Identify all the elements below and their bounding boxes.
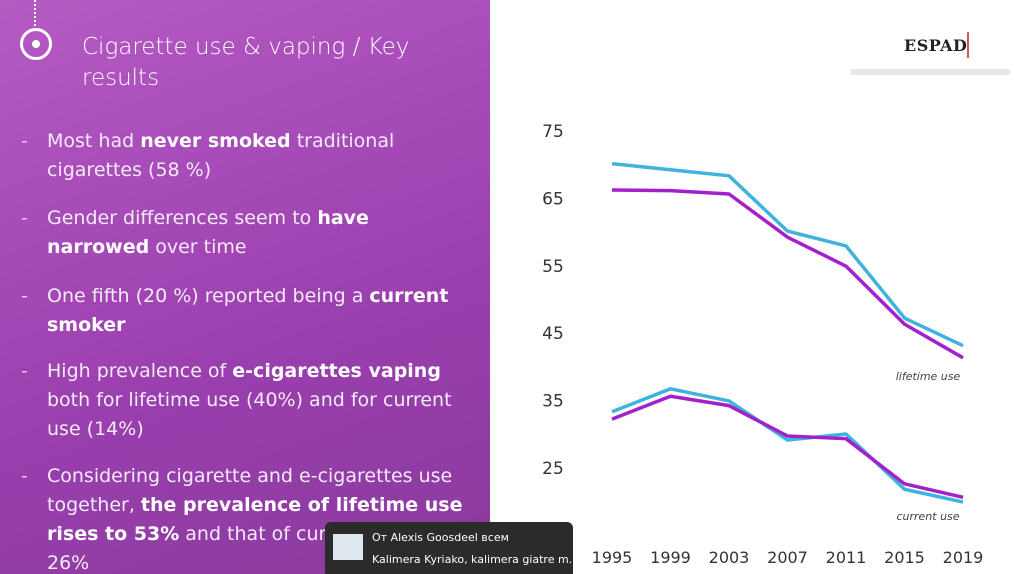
- chat-notification[interactable]: От Alexis Goosdeel всем Kalimera Kyriako…: [325, 522, 579, 574]
- slide-panel: Cigarette use & vaping / Key results Mos…: [0, 0, 490, 574]
- x-tick-label: 2003: [709, 548, 750, 567]
- notification-icon: [333, 534, 363, 560]
- series-line: [611, 387, 964, 504]
- bullet-bold-text: the prevalence of lifetime use rises to …: [47, 494, 463, 545]
- y-tick-label: 65: [542, 189, 564, 209]
- annotation: lifetime use: [896, 370, 961, 383]
- notification-sender: От Alexis Goosdeel всем: [372, 531, 509, 544]
- x-tick-label: 1999: [650, 548, 691, 567]
- bullet-text: One fifth (20 %) reported being a: [47, 285, 370, 307]
- bullet-text: Considering cigarette and e-cigarettes u…: [47, 465, 453, 516]
- y-tick-label: 35: [542, 392, 564, 412]
- y-tick-label: 55: [542, 257, 564, 277]
- annotation: current use: [896, 510, 959, 523]
- slide-title: Cigarette use & vaping / Key results: [82, 34, 410, 91]
- bullet: Gender differences seem to have narrowed…: [21, 204, 467, 262]
- bullet-bold-text: e-cigarettes vaping: [232, 360, 441, 382]
- logo: ESPAD: [904, 36, 968, 55]
- timeline-dots: [34, 0, 36, 26]
- series-line: [611, 394, 964, 500]
- bullet: One fifth (20 %) reported being a curren…: [21, 282, 467, 340]
- y-tick-label: 75: [542, 122, 564, 142]
- bullet-bold-text: never smoked: [140, 130, 291, 152]
- series-line: [611, 188, 964, 360]
- bullet-text: traditional cigarettes (58 %): [47, 130, 395, 181]
- y-tick-label: 25: [542, 459, 564, 479]
- bullet-bold-text: current smoker: [47, 285, 449, 336]
- bullet-text: Most had: [47, 130, 141, 152]
- x-tick-label: 2011: [826, 548, 867, 567]
- bullet-text: both for lifetime use (40%) and for curr…: [47, 389, 452, 440]
- bullet-bold-text: have narrowed: [47, 207, 369, 258]
- notification-message: Kalimera Kyriako, kalimera giatre m...: [372, 553, 580, 566]
- bullet: Most had never smoked traditional cigare…: [21, 127, 467, 185]
- x-tick-label: 2019: [943, 548, 984, 567]
- series-line: [611, 161, 964, 348]
- x-tick-label: 1995: [592, 548, 633, 567]
- bullet-text: High prevalence of: [47, 360, 233, 382]
- bullet: High prevalence of e-cigarettes vaping b…: [21, 357, 467, 444]
- bullet-text: over time: [149, 236, 247, 258]
- x-tick-label: 2015: [884, 548, 925, 567]
- y-tick-label: 45: [542, 324, 564, 344]
- x-tick-label: 2007: [767, 548, 808, 567]
- timeline-marker: [20, 28, 52, 60]
- bullet-text: Gender differences seem to: [47, 207, 318, 229]
